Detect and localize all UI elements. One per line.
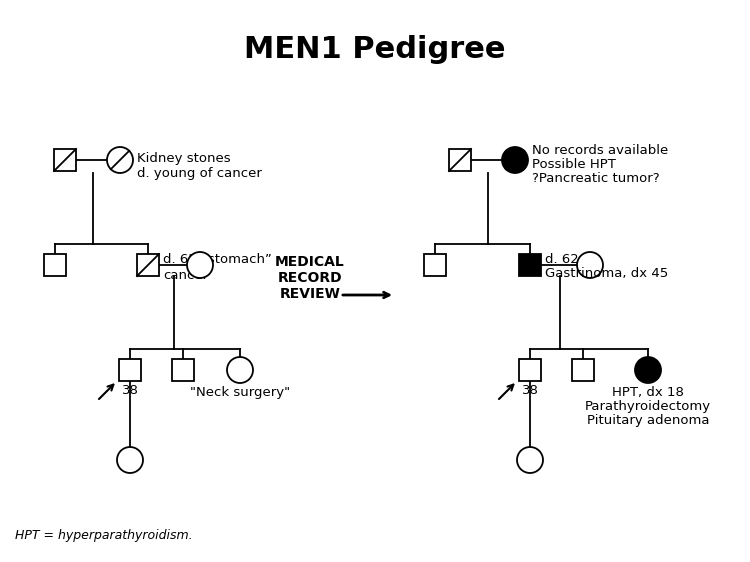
Text: HPT = hyperparathyroidism.: HPT = hyperparathyroidism. [15,529,193,542]
Text: Kidney stones: Kidney stones [137,152,231,165]
Text: d. 62: d. 62 [545,253,579,266]
Text: d. young of cancer: d. young of cancer [137,167,262,180]
Bar [519,359,541,381]
Circle shape [187,252,213,278]
Circle shape [502,147,528,173]
Bar [424,254,446,276]
Text: ?Pancreatic tumor?: ?Pancreatic tumor? [532,172,660,185]
Circle shape [635,357,661,383]
Text: 38: 38 [122,384,139,397]
Text: cancer: cancer [163,269,208,282]
Bar [54,149,76,171]
Bar [172,359,194,381]
Circle shape [117,447,143,473]
Text: d. 62 “stomach”: d. 62 “stomach” [163,253,272,266]
Text: MEDICAL
RECORD
REVIEW: MEDICAL RECORD REVIEW [275,255,345,301]
Text: HPT, dx 18: HPT, dx 18 [612,386,684,399]
Text: Pituitary adenoma: Pituitary adenoma [586,414,710,427]
Circle shape [227,357,253,383]
Text: Possible HPT: Possible HPT [532,158,616,171]
Circle shape [517,447,543,473]
Text: Parathyroidectomy: Parathyroidectomy [585,400,711,413]
Circle shape [107,147,133,173]
Circle shape [577,252,603,278]
Bar [572,359,594,381]
Bar [449,149,471,171]
Bar [519,254,541,276]
Bar [44,254,66,276]
Text: "Neck surgery": "Neck surgery" [190,386,290,399]
Bar [119,359,141,381]
Text: 38: 38 [521,384,538,397]
Text: Gastrinoma, dx 45: Gastrinoma, dx 45 [545,267,668,280]
Text: No records available: No records available [532,144,668,157]
Bar [137,254,159,276]
Text: MEN1 Pedigree: MEN1 Pedigree [244,35,506,65]
